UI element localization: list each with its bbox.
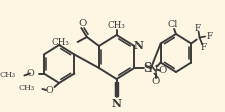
Text: Cl: Cl (166, 19, 177, 28)
Text: F: F (194, 24, 200, 33)
Text: O: O (158, 66, 166, 75)
Text: S: S (142, 61, 151, 74)
Text: CH₃: CH₃ (51, 38, 69, 46)
Text: O: O (78, 18, 86, 28)
Text: O: O (46, 85, 54, 95)
Text: O: O (150, 77, 159, 86)
Text: N: N (133, 40, 143, 51)
Text: CH₃: CH₃ (107, 20, 125, 29)
Text: N: N (148, 65, 157, 74)
Text: N: N (111, 98, 121, 109)
Text: O: O (27, 69, 34, 78)
Text: ⁻: ⁻ (164, 64, 168, 70)
Text: CH₃: CH₃ (19, 84, 35, 92)
Text: CH₃: CH₃ (0, 70, 16, 79)
Text: +: + (153, 64, 158, 69)
Text: F: F (199, 43, 205, 52)
Text: F: F (206, 32, 212, 41)
